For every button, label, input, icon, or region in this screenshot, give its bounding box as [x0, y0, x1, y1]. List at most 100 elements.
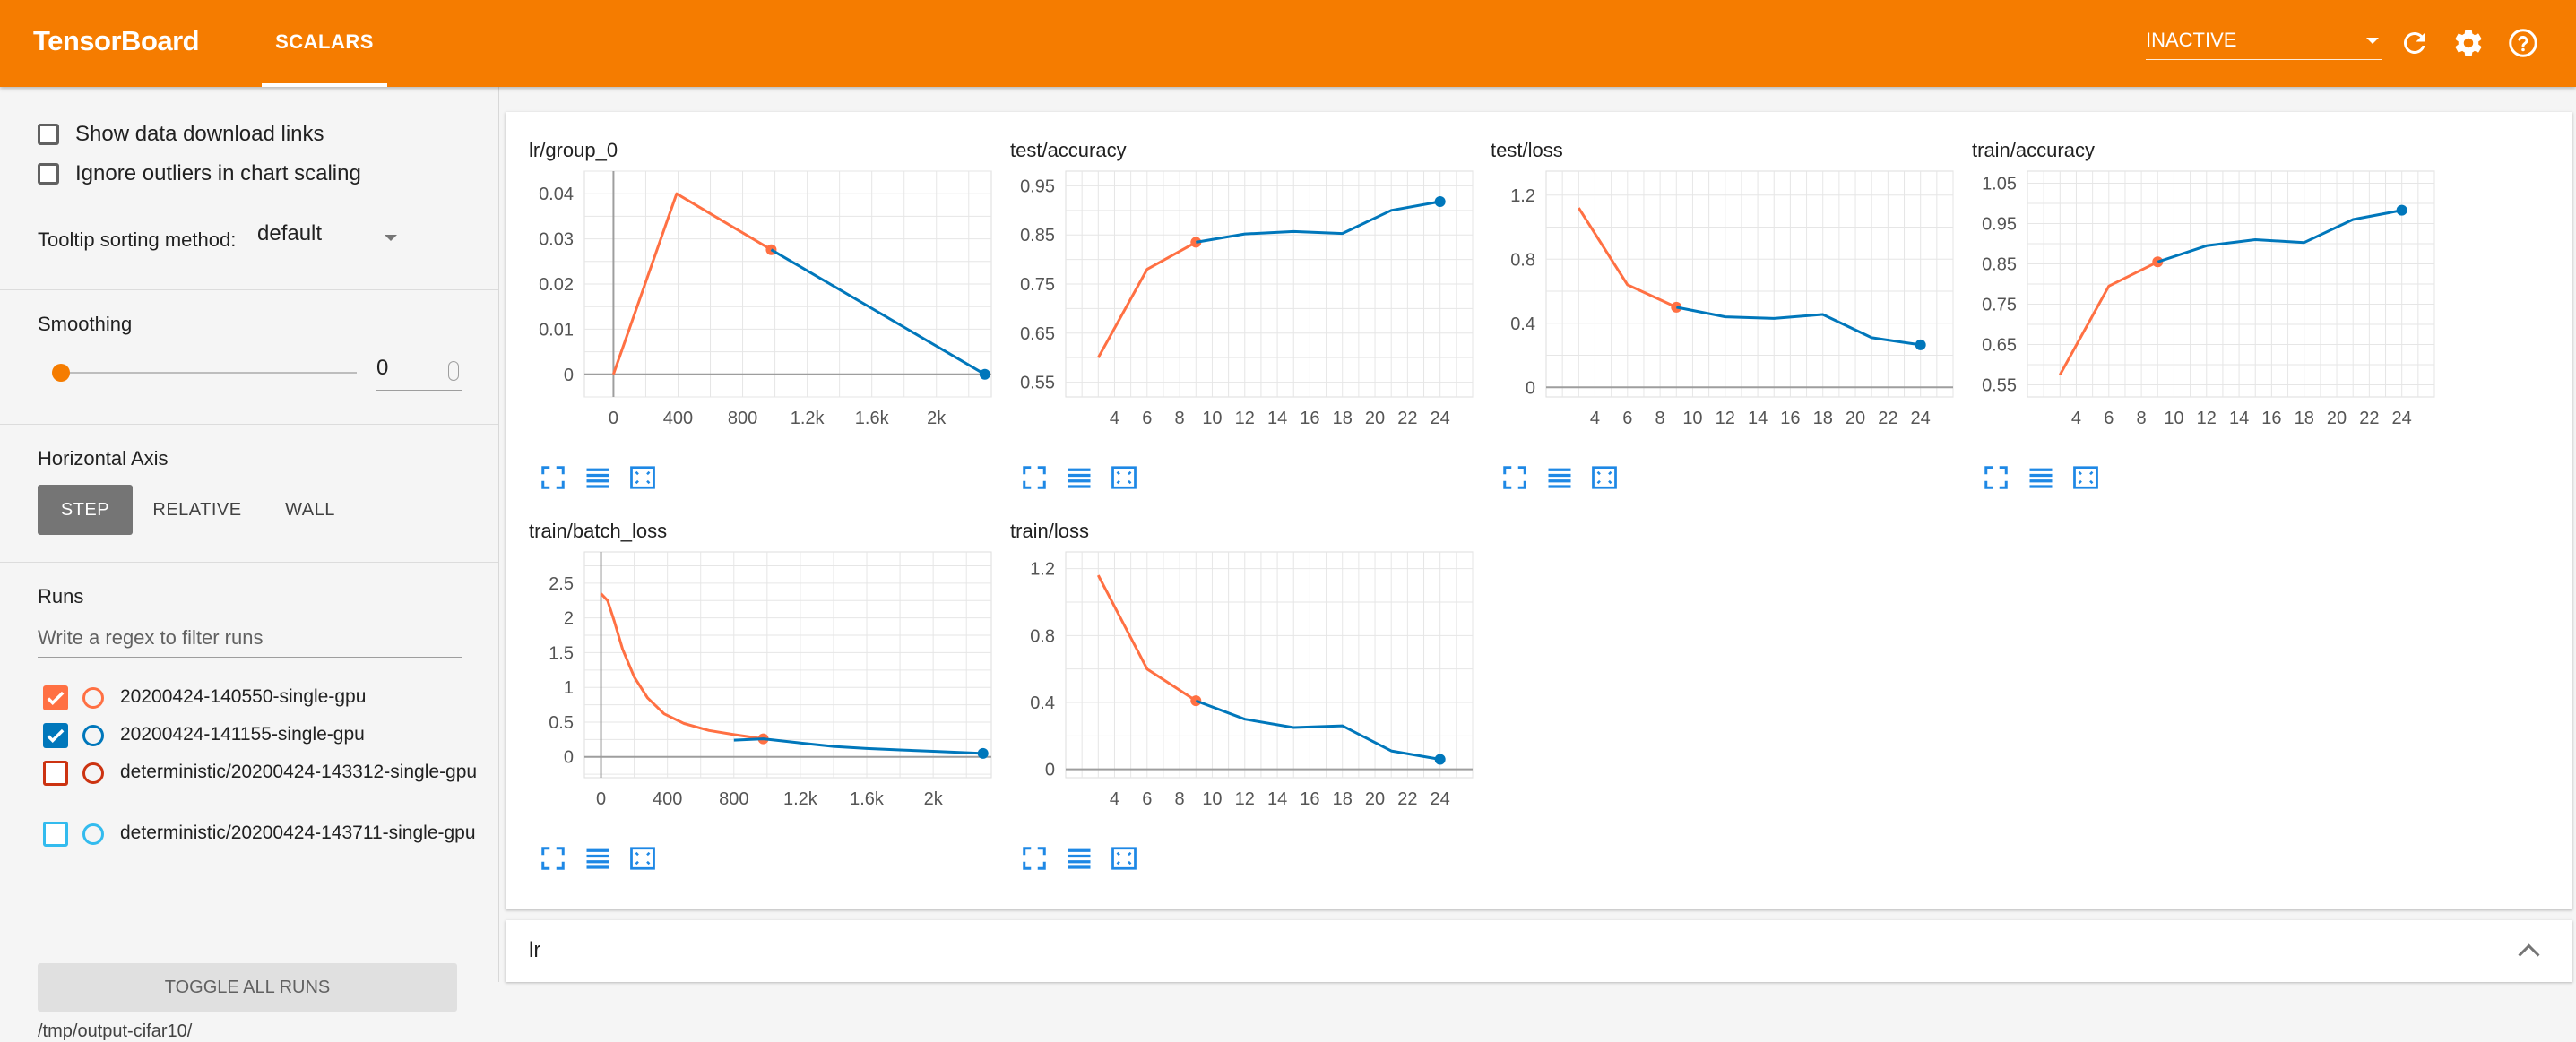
line-chart[interactable]: 4 6 8 10 12 14 16 18 20 22 24 0.55 0.65 0.75 0.85 0.95	[1003, 164, 1487, 460]
smoothing-input[interactable]: 0	[376, 356, 462, 391]
expand-chart-icon[interactable]	[1021, 845, 1048, 872]
scalar-chart: train/batch_loss 0 400 800 1.2k 1.6k 2k 0 0.5 1 1.…	[522, 520, 1006, 905]
fit-domain-icon[interactable]	[629, 845, 656, 872]
line-chart[interactable]: 4 6 8 10 12 14 16 18 20 22 24 0 0.4 0.8 1.2	[1483, 164, 1967, 460]
smoothing-title: Smoothing	[38, 313, 133, 335]
x-tick-label: 400	[663, 409, 693, 428]
expand-chart-icon[interactable]	[1021, 464, 1048, 491]
series-line-run-2	[1196, 200, 1440, 244]
run-color-radio[interactable]	[82, 762, 104, 784]
run-color-radio[interactable]	[82, 687, 104, 709]
run-checkbox[interactable]	[43, 822, 68, 847]
axis-wall-button[interactable]: WALL	[285, 500, 335, 520]
y-tick-label: 0.75	[1020, 275, 1055, 295]
fit-domain-icon[interactable]	[629, 464, 656, 491]
spinner-icon[interactable]	[448, 361, 459, 381]
fit-domain-icon[interactable]	[1111, 464, 1137, 491]
y-tick-label: 0.5	[549, 713, 574, 733]
line-chart[interactable]: 4 6 8 10 12 14 16 18 20 22 24 0 0.4 0.8 1.2	[1003, 545, 1487, 840]
toggle-all-runs-button[interactable]: TOGGLE ALL RUNS	[38, 963, 457, 1012]
y-tick-label: 0.85	[1982, 255, 2017, 275]
y-tick-label: 0.95	[1982, 215, 2017, 235]
scalar-chart: lr/group_0 0 400 800 1.2k 1.6k 2k 0 0.01 0.02 0.03…	[522, 139, 1006, 524]
ignore-outliers-checkbox[interactable]: Ignore outliers in chart scaling	[38, 159, 361, 189]
fit-domain-icon[interactable]	[1111, 845, 1137, 872]
x-tick-label: 18	[2295, 409, 2314, 428]
run-item[interactable]: 20200424-140550-single-gpu	[43, 685, 532, 710]
checkbox-box[interactable]	[38, 163, 59, 185]
axis-relative-button[interactable]: RELATIVE	[152, 500, 242, 520]
y-tick-label: 0.04	[539, 185, 574, 204]
y-tick-label: 1.2	[1510, 186, 1535, 206]
series-line-run-1	[600, 592, 764, 741]
x-tick-label: 20	[1365, 789, 1385, 809]
series-line-run-1	[1096, 241, 1197, 358]
line-chart[interactable]: 0 400 800 1.2k 1.6k 2k 0 0.01 0.02 0.03 0.04	[522, 164, 1006, 460]
tab-scalars[interactable]: SCALARS	[262, 0, 387, 87]
y-tick-label: 0	[564, 748, 574, 768]
line-chart[interactable]: 0 400 800 1.2k 1.6k 2k 0 0.5 1 1.5 2 2.5	[522, 545, 1006, 840]
help-icon[interactable]	[2507, 27, 2539, 59]
top-app-bar: TensorBoard SCALARS INACTIVE	[0, 0, 2576, 87]
y-tick-label: 2.5	[549, 574, 574, 594]
smoothing-slider-track[interactable]	[61, 372, 357, 374]
run-checkbox[interactable]	[43, 761, 68, 786]
toggle-log-scale-icon[interactable]	[584, 845, 611, 872]
chevron-down-icon	[2366, 38, 2379, 44]
y-tick-label: 0.75	[1982, 296, 2017, 315]
y-tick-label: 0	[1526, 378, 1535, 398]
line-chart[interactable]: 4 6 8 10 12 14 16 18 20 22 24 0.55 0.65 0.75 0.85 0.95 1…	[1965, 164, 2449, 460]
x-tick-label: 6	[2104, 409, 2114, 428]
toggle-log-scale-icon[interactable]	[2027, 464, 2054, 491]
series-line-run-2	[770, 248, 986, 376]
series-line-run-2	[2157, 209, 2402, 263]
check-icon	[47, 728, 65, 743]
tooltip-sorting-dropdown[interactable]: default	[257, 221, 404, 254]
toggle-log-scale-icon[interactable]	[584, 464, 611, 491]
run-color-radio[interactable]	[82, 823, 104, 845]
smoothing-slider-handle[interactable]	[52, 364, 70, 382]
x-tick-label: 24	[2392, 409, 2412, 428]
series-line-run-2	[1676, 306, 1921, 347]
settings-icon[interactable]	[2452, 27, 2485, 59]
run-item[interactable]: 20200424-141155-single-gpu	[43, 723, 532, 748]
toggle-log-scale-icon[interactable]	[1066, 845, 1093, 872]
y-tick-label: 0.65	[1020, 324, 1055, 344]
expand-chart-icon[interactable]	[1983, 464, 2010, 491]
x-tick-label: 6	[1142, 409, 1152, 428]
fit-domain-icon[interactable]	[2072, 464, 2099, 491]
run-checkbox[interactable]	[43, 685, 68, 710]
x-tick-label: 2k	[924, 789, 944, 809]
run-item[interactable]: deterministic/20200424-143711-single-gpu	[43, 822, 532, 847]
x-tick-label: 8	[1175, 409, 1185, 428]
runs-regex-input[interactable]: Write a regex to filter runs	[38, 621, 462, 658]
axis-step-button[interactable]: STEP	[38, 485, 133, 535]
brand-logo[interactable]: TensorBoard	[33, 25, 200, 56]
collapsed-group-lr[interactable]: lr	[506, 920, 2572, 982]
run-color-radio[interactable]	[82, 725, 104, 746]
inactive-plugins-dropdown[interactable]: INACTIVE	[2146, 27, 2382, 60]
series-line-run-1	[611, 192, 773, 375]
show-download-links-checkbox[interactable]: Show data download links	[38, 119, 324, 150]
y-tick-label: 1.05	[1982, 175, 2017, 194]
refresh-icon[interactable]	[2399, 27, 2431, 59]
show-download-links-label: Show data download links	[75, 122, 324, 146]
toggle-log-scale-icon[interactable]	[1546, 464, 1573, 491]
main-content: lr/group_0 0 400 800 1.2k 1.6k 2k 0 0.01 0.02 0.03…	[498, 87, 2576, 982]
plot-frame	[583, 551, 992, 779]
expand-chart-icon[interactable]	[1501, 464, 1528, 491]
expand-chart-icon[interactable]	[540, 464, 566, 491]
expand-chart-icon[interactable]	[540, 845, 566, 872]
run-item[interactable]: deterministic/20200424-143312-single-gpu	[43, 761, 532, 786]
toggle-log-scale-icon[interactable]	[1066, 464, 1093, 491]
checkbox-box[interactable]	[38, 124, 59, 145]
run-checkbox[interactable]	[43, 723, 68, 748]
fit-domain-icon[interactable]	[1591, 464, 1618, 491]
run-name: deterministic/20200424-143312-single-gpu	[120, 762, 478, 782]
x-tick-label: 1.2k	[783, 789, 818, 809]
y-tick-label: 0	[564, 366, 574, 385]
y-tick-label: 0.85	[1020, 226, 1055, 245]
chevron-up-icon[interactable]	[2518, 943, 2540, 966]
y-tick-label: 1.5	[549, 643, 574, 663]
series-line-run-1	[2058, 260, 2158, 376]
